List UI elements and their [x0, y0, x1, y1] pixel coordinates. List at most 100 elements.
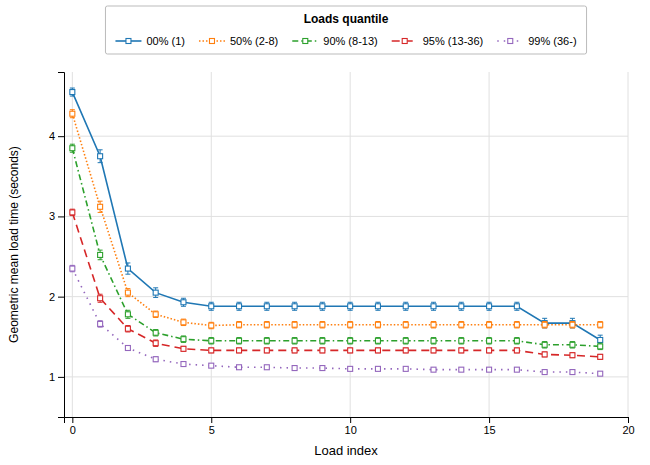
marker	[98, 296, 103, 301]
legend-label: 00% (1)	[146, 35, 185, 47]
series-line	[72, 92, 600, 340]
error-bar	[348, 302, 353, 310]
marker	[487, 348, 492, 353]
error-bar	[153, 340, 158, 346]
error-bar	[542, 322, 547, 328]
error-bar	[181, 362, 186, 367]
tick-mark	[58, 297, 64, 298]
marker	[375, 338, 380, 343]
error-bar	[598, 343, 603, 349]
error-bar	[181, 346, 186, 351]
error-bar	[320, 348, 325, 353]
tick-label: 15	[483, 424, 495, 436]
series	[70, 144, 603, 349]
error-bar	[514, 348, 519, 353]
series	[70, 110, 603, 329]
error-bar	[375, 302, 380, 310]
series	[70, 209, 603, 359]
marker	[459, 338, 464, 343]
marker	[598, 354, 603, 359]
marker	[403, 338, 408, 343]
marker	[348, 366, 353, 371]
error-bar	[542, 352, 547, 357]
marker	[431, 367, 436, 372]
marker	[375, 322, 380, 327]
tick-mark	[58, 136, 64, 137]
error-bar	[292, 348, 297, 353]
tick-label: 0	[70, 424, 76, 436]
error-bar	[375, 338, 380, 344]
error-bar	[153, 357, 158, 362]
marker	[125, 266, 130, 271]
error-bar	[70, 144, 75, 152]
error-bar	[264, 338, 269, 344]
error-bar	[125, 289, 130, 297]
error-bar	[487, 322, 492, 328]
marker	[237, 338, 242, 343]
error-bar	[542, 370, 547, 373]
marker	[153, 290, 158, 295]
tick-label: 4	[49, 130, 55, 142]
marker	[348, 304, 353, 309]
marker	[98, 204, 103, 209]
marker	[320, 338, 325, 343]
error-bar	[125, 326, 130, 332]
error-bar	[209, 364, 214, 367]
marker	[264, 322, 269, 327]
legend-label: 95% (13-36)	[423, 35, 484, 47]
error-bar	[264, 302, 269, 310]
marker	[237, 348, 242, 353]
error-bar	[570, 318, 575, 328]
marker	[514, 304, 519, 309]
marker	[209, 304, 214, 309]
error-bar	[487, 302, 492, 310]
marker	[264, 338, 269, 343]
grid-line-x	[628, 72, 629, 417]
tick-label: 5	[209, 424, 215, 436]
error-bar	[403, 302, 408, 310]
marker	[403, 348, 408, 353]
marker	[431, 338, 436, 343]
marker	[98, 252, 103, 257]
legend-label: 99% (36-)	[528, 35, 576, 47]
error-bar	[459, 322, 464, 328]
tick-label: 1	[49, 371, 55, 383]
marker	[292, 348, 297, 353]
marker	[209, 363, 214, 368]
error-bar	[514, 338, 519, 344]
error-bar	[348, 338, 353, 344]
plot-area	[70, 88, 603, 376]
marker	[125, 312, 130, 317]
marker	[375, 366, 380, 371]
error-bar	[181, 319, 186, 325]
marker	[431, 322, 436, 327]
tick-label: 20	[622, 424, 634, 436]
marker	[487, 338, 492, 343]
error-bar	[375, 322, 380, 328]
marker	[264, 304, 269, 309]
legend-box	[105, 6, 586, 54]
grid-line-x	[72, 72, 73, 417]
error-bar	[98, 250, 103, 260]
error-bar	[264, 366, 269, 369]
marker	[237, 304, 242, 309]
error-bar	[431, 338, 436, 344]
grid-line-y	[64, 136, 628, 137]
error-bar	[598, 322, 603, 328]
error-bar	[320, 366, 325, 369]
error-bar	[375, 367, 380, 370]
error-bar	[348, 322, 353, 328]
error-bar	[292, 366, 297, 369]
error-bar	[431, 302, 436, 310]
marker	[431, 348, 436, 353]
tick-mark	[58, 216, 64, 217]
legend-marker	[402, 39, 407, 44]
error-bar	[125, 263, 130, 274]
error-bar	[514, 302, 519, 310]
marker	[292, 322, 297, 327]
marker	[487, 367, 492, 372]
error-bar	[209, 322, 214, 328]
legend-marker	[126, 39, 131, 44]
error-bar	[70, 110, 75, 118]
error-bar	[431, 368, 436, 371]
